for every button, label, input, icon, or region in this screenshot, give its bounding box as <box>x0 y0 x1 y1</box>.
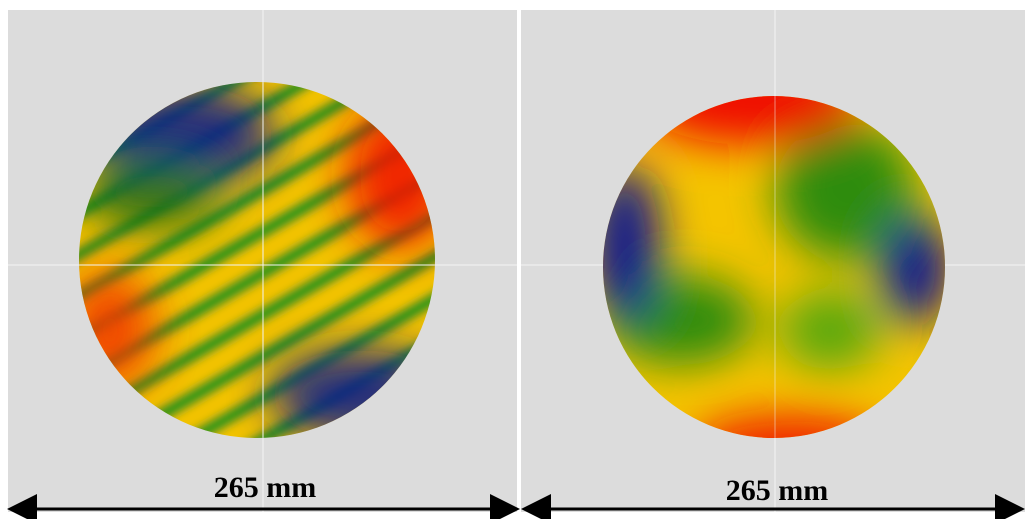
page: 265 mm 265 mm (() => { const data = JSON… <box>0 0 1025 519</box>
dimension-label: 265 mm <box>726 474 828 507</box>
figure: 265 mm 265 mm <box>0 0 1025 519</box>
dimension-label: 265 mm <box>214 471 316 504</box>
